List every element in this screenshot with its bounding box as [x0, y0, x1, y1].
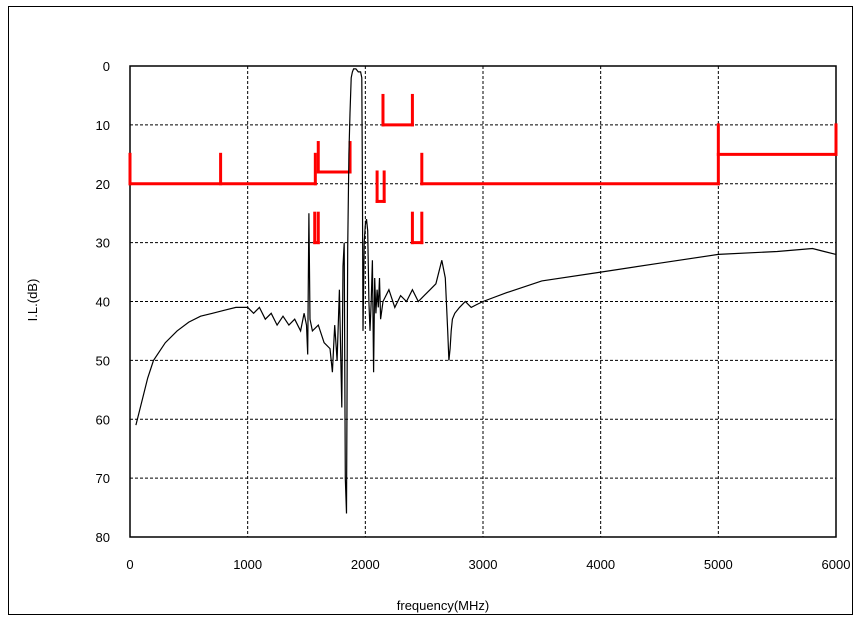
y-tick-label: 20	[96, 177, 110, 192]
x-tick-labels: 0 1000 2000 3000 4000 5000 6000	[126, 557, 850, 572]
y-tick-label: 40	[96, 295, 110, 310]
x-tick-label: 6000	[822, 557, 851, 572]
y-tick-label: 10	[96, 118, 110, 133]
measured-series-line	[135, 68, 837, 514]
y-tick-label: 50	[96, 353, 110, 368]
x-tick-label: 5000	[704, 557, 733, 572]
y-tick-label: 60	[96, 412, 110, 427]
x-tick-label: 1000	[233, 557, 262, 572]
y-tick-labels: 0 10 20 30 40 50 60 70 80	[96, 59, 110, 545]
y-tick-label: 70	[96, 471, 110, 486]
y-tick-label: 80	[96, 530, 110, 545]
spec-mask-series	[128, 93, 838, 245]
x-tick-label: 4000	[586, 557, 615, 572]
y-tick-label: 30	[96, 236, 110, 251]
y-axis-label: I.L.(dB)	[25, 279, 40, 322]
x-tick-label: 2000	[351, 557, 380, 572]
chart-frame	[8, 6, 853, 615]
x-axis-label: frequency(MHz)	[397, 598, 489, 613]
y-tick-label: 0	[103, 59, 110, 74]
x-tick-label: 3000	[469, 557, 498, 572]
gridlines	[130, 66, 836, 537]
x-tick-label: 0	[126, 557, 133, 572]
